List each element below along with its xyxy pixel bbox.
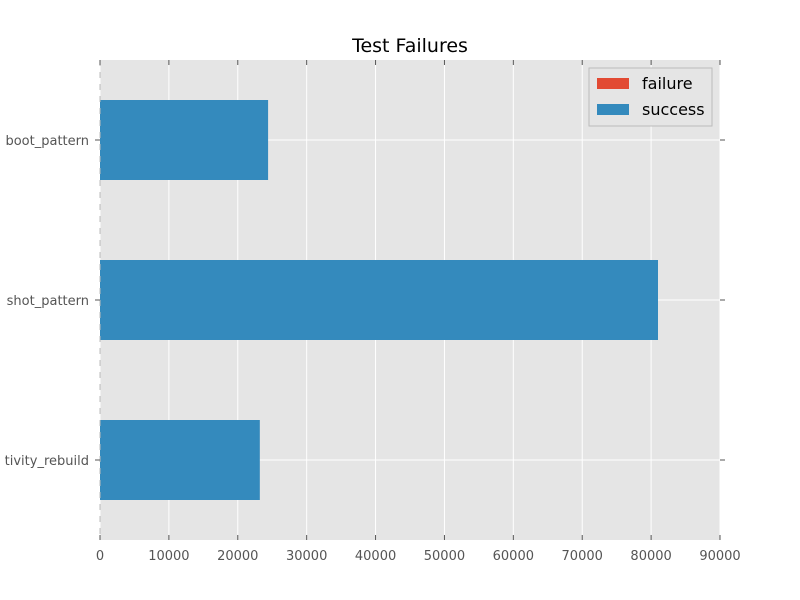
- chart-title: Test Failures: [351, 35, 468, 57]
- x-tick-label: 10000: [148, 549, 189, 564]
- y-tick-label: boot_pattern: [5, 134, 89, 149]
- legend-box: [588, 67, 713, 127]
- x-axis-ticks: 0 10000 20000 30000 40000 50000 60000 70000 8000…: [96, 60, 741, 564]
- legend-label-success: success: [642, 100, 705, 119]
- y-tick-label: tivity_rebuild: [5, 454, 89, 469]
- bar-success-activity_rebuild: [100, 420, 260, 500]
- legend-label-failure: failure: [642, 74, 693, 93]
- legend-swatch-success: [597, 104, 629, 115]
- bar-success-screenshot_pattern: [100, 260, 658, 340]
- bar-success-reboot_pattern: [100, 100, 269, 180]
- x-tick-label: 90000: [699, 549, 740, 564]
- y-axis-ticks: tivity_rebuild shot_pattern boot_pattern: [5, 134, 725, 469]
- x-tick-label: 80000: [630, 549, 671, 564]
- x-tick-label: 0: [96, 549, 104, 564]
- x-tick-label: 60000: [493, 549, 534, 564]
- legend-swatch-failure: [597, 78, 629, 89]
- y-tick-label: shot_pattern: [7, 294, 89, 309]
- x-tick-label: 30000: [286, 549, 327, 564]
- bars: [100, 100, 658, 500]
- x-tick-label: 70000: [562, 549, 603, 564]
- x-tick-label: 50000: [424, 549, 465, 564]
- x-tick-label: 20000: [217, 549, 258, 564]
- x-tick-label: 40000: [355, 549, 396, 564]
- legend: failure success: [588, 67, 713, 127]
